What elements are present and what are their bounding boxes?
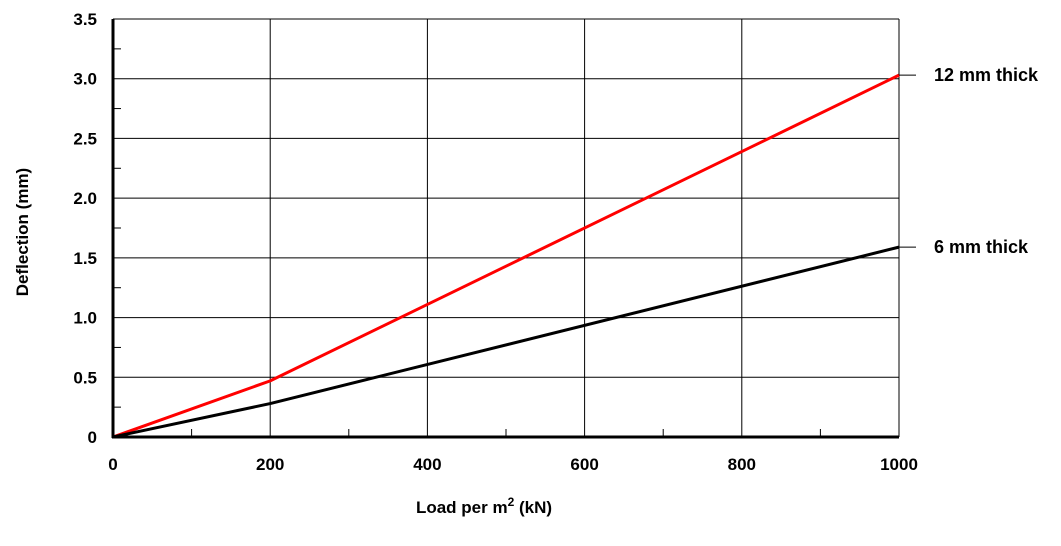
series-label: 6 mm thick [934, 237, 1029, 257]
y-tick-label: 0.5 [73, 368, 97, 387]
series-labels: 12 mm thick 6 mm thick [899, 65, 1039, 257]
y-tick-label: 2.5 [73, 129, 97, 148]
y-tick-label: 0 [88, 428, 97, 447]
series-line [112, 245, 900, 439]
series-lines [112, 73, 900, 439]
x-tick-label: 400 [413, 455, 441, 474]
axes [111, 19, 899, 439]
x-axis-title-unit: (kN) [514, 498, 552, 517]
x-tick-label: 1000 [880, 455, 918, 474]
y-tick-label: 1.5 [73, 249, 97, 268]
x-tick-label: 800 [728, 455, 756, 474]
y-tick-label: 2.0 [73, 189, 97, 208]
series-line [112, 73, 900, 439]
y-tick-label: 3.0 [73, 70, 97, 89]
x-tick-label: 0 [108, 455, 117, 474]
x-tick-label: 600 [570, 455, 598, 474]
tick-labels: 0 200 400 600 800 1000 0 0.5 1.0 1.5 2.0 2.5 3.0 3.5 [73, 10, 918, 474]
y-axis-title: Deflection (mm) [13, 168, 32, 296]
x-axis-title-main: Load per m [416, 498, 508, 517]
x-axis-title: Load per m2 (kN) [416, 495, 552, 517]
y-tick-label: 3.5 [73, 10, 97, 29]
y-tick-label: 1.0 [73, 309, 97, 328]
x-tick-label: 200 [256, 455, 284, 474]
x-axis-title-superscript: 2 [508, 495, 515, 509]
grid [113, 18, 900, 437]
series-label: 12 mm thick [934, 65, 1039, 85]
